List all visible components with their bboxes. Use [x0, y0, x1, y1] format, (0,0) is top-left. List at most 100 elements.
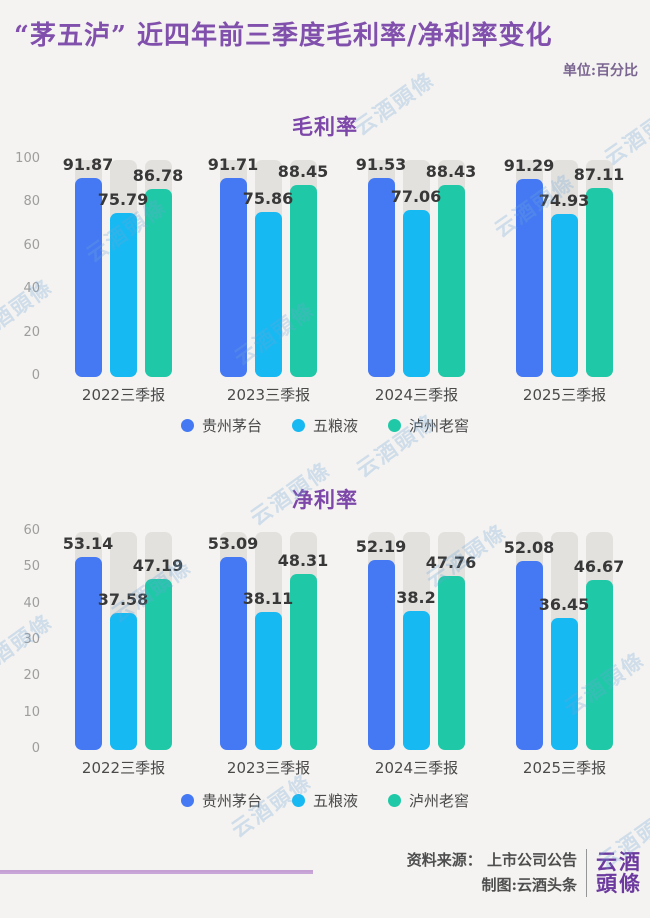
bar-fill: [110, 212, 137, 377]
bar-slot: 86.78: [133, 160, 183, 377]
bar-fill: [75, 177, 102, 377]
legend-label: 泸州老窖: [409, 791, 470, 810]
bar-slot: 88.45: [278, 160, 328, 377]
y-axis-tick: 50: [23, 559, 40, 575]
gross-margin-legend: 贵州茅台 五粮液 泸州老窖: [0, 413, 650, 437]
bar-value-label: 91.53: [355, 155, 407, 175]
bar-value-label: 91.87: [62, 154, 114, 174]
bar-group: 53.09 38.11 48.31: [208, 532, 328, 750]
bar-value-label: 88.45: [277, 162, 329, 182]
y-axis-tick: 20: [23, 324, 40, 340]
bar-fill: [110, 613, 137, 750]
footer: 资料来源： 上市公司公告 制图:云酒头条 云酒 頭條: [407, 848, 642, 898]
y-axis-tick: 10: [23, 704, 40, 720]
bar-group: 91.71 75.86 88.45: [208, 155, 328, 377]
source-label: 资料来源： 上市公司公告: [406, 851, 577, 869]
bar-slot: 38.2: [396, 532, 436, 750]
bar-value-label: 52.08: [503, 537, 555, 557]
bar-slot: 91.53: [356, 155, 406, 377]
brand-logo-line1: 云酒: [596, 849, 642, 874]
bar-slot: 74.93: [539, 160, 589, 377]
x-axis-label: 2024三季报: [374, 386, 459, 404]
bar-group: 52.08 36.45 46.67: [504, 532, 624, 750]
bar-fill: [403, 611, 430, 750]
bar-slot: 53.14: [63, 532, 113, 750]
y-axis-tick: 0: [31, 741, 40, 756]
legend-item: 贵州茅台: [180, 415, 262, 436]
bar-value-label: 48.31: [277, 551, 329, 571]
page-title: “茅五泸” 近四年前三季度毛利率/净利率变化: [14, 21, 553, 51]
bottom-accent-line: [0, 870, 313, 874]
legend-label: 五粮液: [312, 416, 358, 435]
bar-slot: 53.09: [208, 532, 258, 750]
x-axis-label: 2023三季报: [226, 759, 311, 777]
x-axis-label: 2024三季报: [374, 759, 459, 777]
bar-slot: 36.45: [539, 532, 589, 750]
x-axis-label: 2022三季报: [81, 386, 166, 404]
bar-value-label: 53.09: [207, 534, 259, 554]
footer-source-block: 资料来源： 上市公司公告 制图:云酒头条: [407, 848, 577, 898]
legend-item: 泸州老窖: [388, 415, 469, 436]
bar-fill: [516, 560, 543, 750]
bar-slot: 52.08: [504, 532, 554, 750]
bar-slot: 88.43: [426, 160, 476, 377]
bar-fill: [290, 574, 317, 750]
bar-slot: 77.06: [391, 160, 441, 377]
bar-slot: 91.71: [208, 155, 258, 377]
bar-value-label: 77.06: [390, 186, 442, 206]
bar-fill: [586, 187, 613, 377]
legend-dot-icon: [388, 793, 401, 807]
bar-group: 52.19 38.2 47.76: [356, 532, 476, 750]
bar-slot: 75.86: [243, 160, 293, 377]
bar-fill: [516, 178, 543, 377]
bar-slot: 52.19: [356, 532, 406, 750]
bar-fill: [438, 185, 465, 377]
bar-fill: [145, 188, 172, 377]
legend-label: 贵州茅台: [201, 416, 262, 435]
brand-logo-line2: 頭條: [596, 871, 642, 896]
net-margin-legend: 贵州茅台 五粮液 泸州老窖: [0, 788, 650, 812]
unit-label: 单位:百分比: [562, 63, 638, 79]
bar-slot: 91.29: [504, 156, 554, 377]
bar-value-label: 36.45: [538, 594, 590, 614]
legend-item: 五粮液: [291, 790, 358, 811]
gross-margin-chart-title: 毛利率: [292, 114, 358, 139]
bar-group: 91.87 75.79 86.78: [63, 155, 183, 377]
bar-fill: [368, 560, 395, 750]
bar-value-label: 75.86: [242, 189, 294, 209]
bar-slot: 91.87: [63, 155, 113, 377]
bar-fill: [438, 576, 465, 750]
bar-group: 91.29 74.93 87.11: [504, 156, 624, 377]
bar-value-label: 86.78: [132, 165, 184, 185]
bar-value-label: 38.2: [396, 588, 436, 608]
y-axis-tick: 100: [15, 151, 40, 166]
x-axis-label: 2025三季报: [522, 759, 607, 777]
y-axis-tick: 40: [23, 281, 40, 297]
bar-value-label: 53.14: [62, 533, 114, 553]
y-axis-tick: 60: [23, 237, 40, 253]
legend-dot-icon: [180, 418, 194, 432]
legend-item: 贵州茅台: [180, 790, 262, 811]
bar-slot: 87.11: [574, 160, 624, 377]
legend-dot-icon: [291, 418, 305, 432]
y-axis-tick: 0: [31, 368, 40, 383]
bar-slot: 75.79: [98, 160, 148, 377]
legend-dot-icon: [180, 793, 194, 807]
credit-label: 制图:云酒头条: [481, 876, 577, 894]
bar-value-label: 47.76: [425, 553, 477, 573]
bar-fill: [403, 209, 430, 377]
legend-label: 泸州老窖: [409, 416, 470, 435]
bar-value-label: 52.19: [355, 537, 407, 557]
bar-group: 91.53 77.06 88.43: [356, 155, 476, 377]
bar-value-label: 74.93: [538, 191, 590, 211]
bar-fill: [368, 178, 395, 377]
bar-fill: [290, 185, 317, 377]
bar-fill: [551, 617, 578, 750]
bar-fill: [551, 214, 578, 377]
bar-slot: 48.31: [278, 532, 328, 750]
bar-fill: [75, 556, 102, 750]
legend-item: 泸州老窖: [388, 790, 469, 811]
bar-fill: [220, 178, 247, 377]
bar-fill: [255, 212, 282, 377]
